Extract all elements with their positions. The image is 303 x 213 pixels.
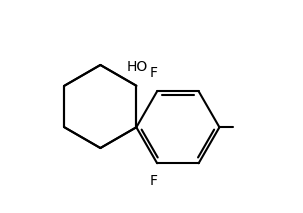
Text: HO: HO bbox=[127, 60, 148, 74]
Text: F: F bbox=[150, 174, 158, 188]
Text: F: F bbox=[150, 66, 158, 80]
